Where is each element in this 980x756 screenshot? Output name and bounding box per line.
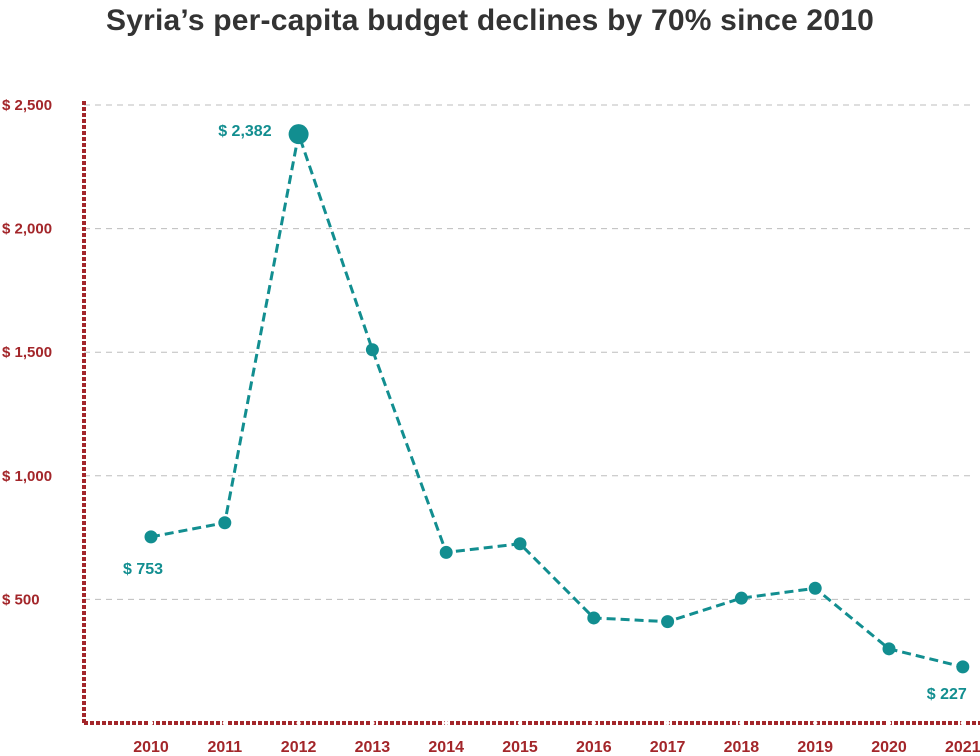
x-tick-label: 2016 [576,739,612,756]
x-tick-label: 2020 [871,739,907,756]
data-point [513,537,527,551]
data-point [587,611,601,625]
data-point [365,343,379,357]
x-tick-mark [444,720,449,726]
x-tick-label: 2013 [355,739,391,756]
x-tick-mark [148,720,154,726]
chart-title: Syria’s per-capita budget declines by 70… [106,4,874,37]
x-axis-ticks: 2010 2011 2012 2013 2014 2015 2016 2017 2018 2019… [133,720,980,756]
data-label: $ 753 [123,561,163,578]
data-point [144,530,158,544]
x-tick-mark [517,720,523,726]
data-point [288,124,309,145]
x-tick-label: 2012 [281,739,317,756]
x-tick-mark [813,720,818,726]
data-point [808,581,822,595]
x-tick-label: 2018 [724,739,760,756]
data-point [956,660,970,674]
y-tick-label: $ 1,500 [2,344,52,361]
data-point [882,642,896,656]
y-tick-label: $ 2,500 [2,97,52,114]
data-point [661,615,675,629]
gridlines [84,104,972,600]
x-tick-mark [886,720,892,726]
x-tick-label: 2011 [207,739,242,756]
x-tick-label: 2015 [502,739,538,756]
x-tick-mark [370,720,375,726]
x-tick-mark [739,720,744,726]
series-line [150,132,964,669]
x-tick-label: 2019 [797,739,833,756]
axes [82,101,980,725]
x-tick-label: 2010 [133,739,169,756]
data-point [734,591,748,605]
series [144,124,970,674]
y-tick-label: $ 500 [2,591,40,608]
y-tick-label: $ 2,000 [2,221,52,238]
x-tick-label: 2017 [650,739,686,756]
x-tick-mark [296,720,301,726]
x-tick-label: 2021 [945,739,980,756]
x-tick-mark [960,720,965,726]
y-axis-ticks: $ 500 $ 1,000 $ 1,500 $ 2,000 $ 2,500 [2,97,52,608]
data-point [439,545,453,559]
data-label: $ 227 [927,686,967,703]
x-tick-mark [665,720,670,726]
data-labels: $ 753 $ 2,382 $ 227 [123,123,967,703]
x-tick-label: 2014 [428,739,464,756]
data-point [218,516,232,530]
data-label: $ 2,382 [218,123,271,140]
x-tick-mark [591,720,596,726]
x-tick-mark [222,720,227,726]
y-tick-label: $ 1,000 [2,468,52,485]
